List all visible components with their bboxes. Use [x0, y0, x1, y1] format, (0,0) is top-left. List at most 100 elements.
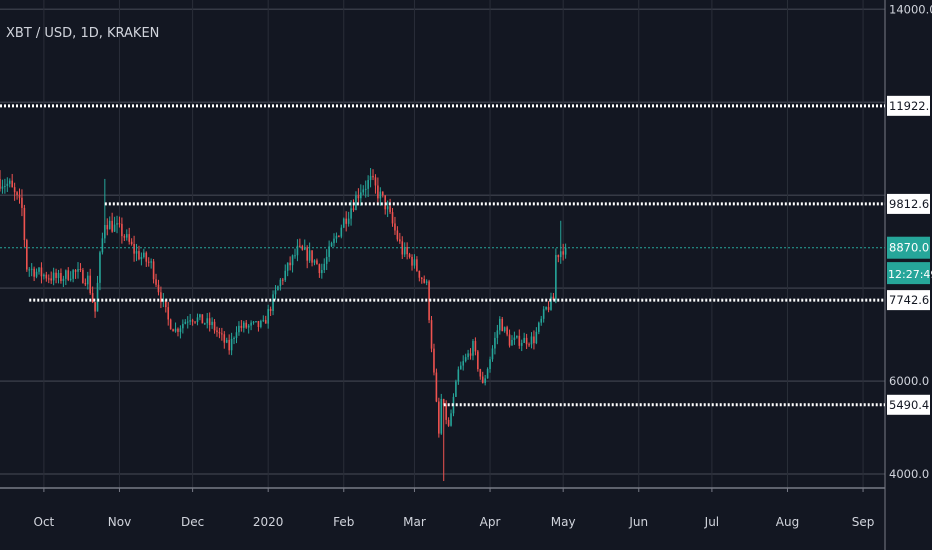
candle-body: [535, 331, 538, 344]
candle-body: [542, 309, 545, 319]
current-price-label: 8870.0: [889, 241, 929, 255]
candle-body: [172, 329, 174, 332]
candle-body: [196, 317, 199, 323]
candle-body: [155, 279, 157, 285]
candle-body: [377, 185, 379, 199]
candle-body: [213, 321, 216, 331]
candle-body: [225, 340, 228, 343]
candle-body: [230, 338, 233, 351]
time-axis-label: Jun: [628, 515, 648, 529]
candle-body: [77, 269, 79, 272]
candle-body: [223, 334, 226, 343]
candle-body: [123, 236, 126, 238]
candle-body: [169, 319, 172, 330]
time-axis-label: Feb: [333, 515, 354, 529]
candle-body: [296, 245, 299, 256]
candle-body: [277, 286, 279, 291]
candle-body: [372, 175, 374, 178]
level-label-box: [887, 95, 930, 116]
candle-body: [203, 323, 206, 325]
candle-body: [294, 255, 296, 257]
candle-body: [562, 251, 564, 255]
time-axis-label: Aug: [776, 515, 799, 529]
candle-body: [108, 220, 111, 230]
candle-body: [177, 328, 179, 332]
candle-body: [328, 246, 330, 257]
candle-body: [516, 335, 518, 338]
countdown-box: [887, 262, 930, 285]
candle-body: [94, 302, 96, 312]
candle-body: [533, 336, 535, 344]
candle-body: [311, 250, 313, 263]
candle-body: [162, 299, 165, 303]
candle-body: [545, 307, 547, 310]
candle-body: [30, 268, 33, 270]
candle-body: [418, 270, 421, 278]
candle-body: [528, 344, 530, 346]
candle-body: [69, 278, 72, 280]
candle-body: [47, 278, 50, 280]
candle-body: [352, 208, 355, 210]
candle-body: [221, 333, 223, 335]
level-label-box: [887, 193, 930, 214]
candle-body: [462, 361, 465, 366]
candle-body: [13, 187, 16, 193]
candle-body: [157, 284, 160, 293]
candle-body: [345, 218, 347, 224]
candle-body: [206, 318, 209, 324]
candle-body: [28, 269, 31, 271]
time-axis-label: Sep: [852, 515, 875, 529]
candle-body: [381, 191, 384, 196]
candle-body: [201, 314, 204, 324]
candle-body: [442, 398, 445, 405]
candle-body: [330, 243, 333, 247]
candle-body: [506, 327, 508, 335]
price-axis-label: 4000.0: [889, 467, 929, 481]
candle-body: [369, 175, 372, 181]
candle-body: [481, 376, 484, 384]
candle-body: [457, 369, 460, 382]
candle-body: [435, 372, 438, 402]
candle-body: [1, 186, 4, 189]
candles-group: [0, 168, 567, 482]
candle-body: [191, 320, 194, 322]
candle-body: [116, 223, 118, 225]
candle-body: [389, 206, 391, 213]
candle-body: [182, 323, 184, 329]
candle-body: [99, 252, 101, 283]
candle-body: [486, 369, 489, 379]
candle-body: [374, 177, 377, 186]
candle-body: [282, 279, 284, 281]
candle-body: [564, 247, 567, 255]
candle-body: [135, 251, 138, 254]
candle-body: [547, 307, 550, 310]
candle-body: [559, 251, 562, 258]
candle-body: [252, 321, 255, 323]
candle-body: [264, 320, 267, 324]
candle-body: [338, 235, 340, 237]
candle-body: [555, 255, 557, 301]
candle-body: [150, 261, 152, 263]
candle-body: [474, 341, 477, 352]
candle-body: [0, 178, 1, 189]
level-label: 9812.6: [889, 197, 929, 211]
candle-body: [406, 247, 408, 255]
time-axis-label: Mar: [403, 515, 426, 529]
candle-body: [62, 278, 65, 282]
candle-body: [118, 223, 121, 225]
candle-body: [286, 262, 289, 271]
candle-body: [350, 208, 352, 219]
candle-body: [128, 234, 131, 242]
candle-body: [384, 195, 387, 210]
candle-body: [403, 247, 406, 255]
level-label-box: [887, 290, 930, 311]
candle-body: [464, 357, 467, 362]
candle-body: [16, 192, 18, 195]
candle-body: [186, 321, 189, 323]
candle-body: [450, 413, 452, 426]
candle-body: [33, 268, 35, 277]
time-axis-label: Dec: [181, 515, 204, 529]
time-axis-label: Nov: [108, 515, 131, 529]
